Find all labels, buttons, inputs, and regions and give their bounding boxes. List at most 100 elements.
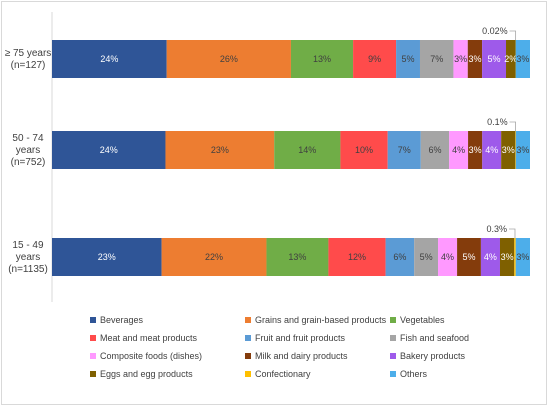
- bar-segment: [515, 131, 516, 169]
- bar-segment: [453, 40, 468, 78]
- bar-segment: [414, 238, 439, 276]
- bar-segment: [353, 40, 397, 78]
- bar-segment: [166, 40, 291, 78]
- bar-segment: [438, 238, 458, 276]
- bar-segment: [52, 40, 167, 78]
- legend-swatch: [245, 335, 251, 341]
- bar-segment: [387, 131, 421, 169]
- legend-label: Eggs and egg products: [100, 369, 193, 379]
- data-label: 24%: [100, 54, 118, 64]
- bar-segment: [419, 40, 454, 78]
- category-label: years: [16, 145, 40, 156]
- data-label: 6%: [393, 252, 406, 262]
- category-label: (n=127): [11, 60, 46, 71]
- bar-segment: [467, 40, 483, 78]
- legend-label: Composite foods (dishes): [100, 351, 202, 361]
- data-label: 14%: [298, 145, 316, 155]
- legend-swatch: [245, 317, 251, 323]
- data-label: 12%: [348, 252, 366, 262]
- category-label: ≥ 75 years: [5, 48, 52, 59]
- bar-segment: [506, 40, 516, 78]
- data-label: 3%: [501, 252, 514, 262]
- bar-segment: [290, 40, 354, 78]
- data-label: 22%: [205, 252, 223, 262]
- data-label: 13%: [288, 252, 306, 262]
- category-label: (n=1135): [8, 264, 48, 275]
- annotation-leader: [509, 30, 517, 40]
- bar-segment: [165, 131, 275, 169]
- data-label: 13%: [313, 54, 331, 64]
- legend-label: Vegetables: [400, 315, 445, 325]
- legend-swatch: [390, 317, 396, 323]
- legend-swatch: [90, 317, 96, 323]
- bar-segment: [457, 238, 481, 276]
- bar-segment: [340, 131, 388, 169]
- bar-segment: [499, 238, 515, 276]
- annotation-leader: [509, 121, 516, 131]
- bar-segment: [501, 131, 516, 169]
- data-label: 23%: [211, 145, 229, 155]
- legend-swatch: [90, 353, 96, 359]
- data-label: 23%: [98, 252, 116, 262]
- data-label: 6%: [428, 145, 441, 155]
- legend-label: Bakery products: [400, 351, 466, 361]
- bar-segment: [515, 238, 530, 276]
- legend-swatch: [90, 371, 96, 377]
- category-label: (n=752): [11, 157, 46, 168]
- data-label: 7%: [398, 145, 411, 155]
- data-label: 2%: [504, 54, 517, 64]
- bar-segment: [482, 40, 507, 78]
- data-label: 3%: [469, 145, 482, 155]
- legend-label: Milk and dairy products: [255, 351, 348, 361]
- legend-label: Grains and grain-based products: [255, 315, 387, 325]
- annotation-label: 0.1%: [487, 117, 508, 127]
- data-label: 7%: [430, 54, 443, 64]
- category-label: years: [16, 252, 40, 263]
- legend-swatch: [390, 353, 396, 359]
- data-label: 3%: [516, 145, 529, 155]
- data-label: 3%: [468, 54, 481, 64]
- bar-segment: [515, 131, 530, 169]
- legend-label: Confectionary: [255, 369, 311, 379]
- data-label: 5%: [462, 252, 475, 262]
- bar-segment: [514, 238, 516, 276]
- category-label: 15 - 49: [12, 240, 44, 251]
- data-label: 24%: [100, 145, 118, 155]
- bar-segment: [274, 131, 341, 169]
- data-label: 3%: [454, 54, 467, 64]
- data-label: 3%: [516, 54, 529, 64]
- data-label: 10%: [355, 145, 373, 155]
- legend-label: Beverages: [100, 315, 144, 325]
- bar-segment: [52, 131, 166, 169]
- data-label: 4%: [452, 145, 465, 155]
- data-label: 5%: [488, 54, 501, 64]
- bar-segment: [482, 131, 502, 169]
- bar-segment: [449, 131, 469, 169]
- legend-label: Fruit and fruit products: [255, 333, 346, 343]
- category-label: 50 - 74: [12, 133, 44, 144]
- legend-swatch: [390, 371, 396, 377]
- data-label: 3%: [516, 252, 529, 262]
- data-label: 26%: [220, 54, 238, 64]
- data-label: 3%: [502, 145, 515, 155]
- legend-label: Meat and meat products: [100, 333, 198, 343]
- bar-segment: [480, 238, 500, 276]
- legend-swatch: [245, 371, 251, 377]
- bar-segment: [385, 238, 415, 276]
- annotation-leader: [508, 228, 516, 238]
- bar-segment: [396, 40, 420, 78]
- annotation-label: 0.3%: [486, 224, 507, 234]
- legend-label: Fish and seafood: [400, 333, 469, 343]
- data-label: 4%: [485, 145, 498, 155]
- data-label: 4%: [441, 252, 454, 262]
- data-label: 4%: [484, 252, 497, 262]
- bar-segment: [161, 238, 267, 276]
- data-label: 5%: [402, 54, 415, 64]
- data-label: 5%: [420, 252, 433, 262]
- bar-segment: [328, 238, 386, 276]
- data-label: 9%: [368, 54, 381, 64]
- bar-segment: [468, 131, 483, 169]
- legend-swatch: [245, 353, 251, 359]
